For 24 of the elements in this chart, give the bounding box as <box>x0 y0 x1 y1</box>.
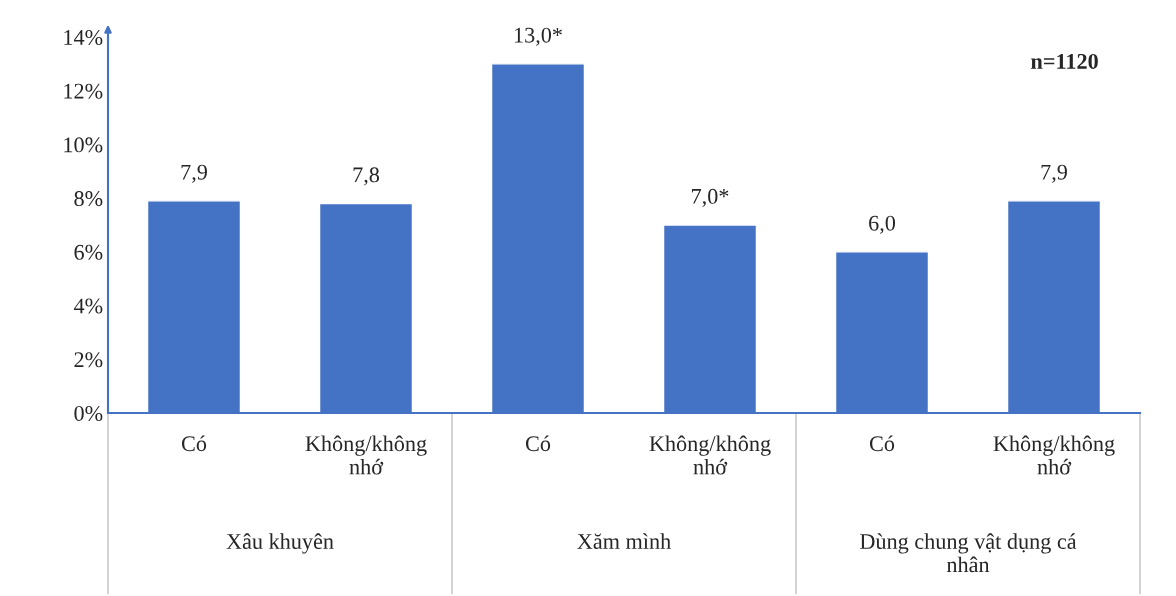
data-label: 6,0 <box>869 215 896 234</box>
y-tick-label: 2% <box>74 352 103 368</box>
x-tick-label: Không/không nhớ <box>305 435 427 475</box>
x-tick-label: Có <box>181 435 207 452</box>
x-tick-label: Không/không nhớ <box>993 435 1115 475</box>
y-tick-label: 8% <box>74 191 103 207</box>
y-tick-label: 0% <box>74 405 103 421</box>
text: Xăm mình <box>577 533 671 549</box>
y-tick-label: 14% <box>64 29 103 45</box>
y-tick-label: 10% <box>64 137 103 153</box>
data-label: 7,8 <box>353 167 380 186</box>
data-label: 7,9 <box>1041 164 1067 183</box>
y-tick-label: 4% <box>73 298 103 314</box>
y-tick-label: 6% <box>74 244 103 260</box>
text: Dùng chung vật dụng cá nhân <box>860 533 1077 573</box>
x-tick-label: Không/không nhớ <box>649 435 771 475</box>
x-tick-label: Có <box>869 435 895 452</box>
annotation: n=1120 <box>1031 53 1098 69</box>
data-label: 7,9 <box>181 164 207 183</box>
y-tick-label: 12% <box>64 83 103 99</box>
text: Xâu khuyên <box>226 533 334 554</box>
x-tick-label: Có <box>525 435 551 452</box>
data-label: 13,0* <box>514 27 562 46</box>
data-label: 7,0* <box>692 188 729 208</box>
